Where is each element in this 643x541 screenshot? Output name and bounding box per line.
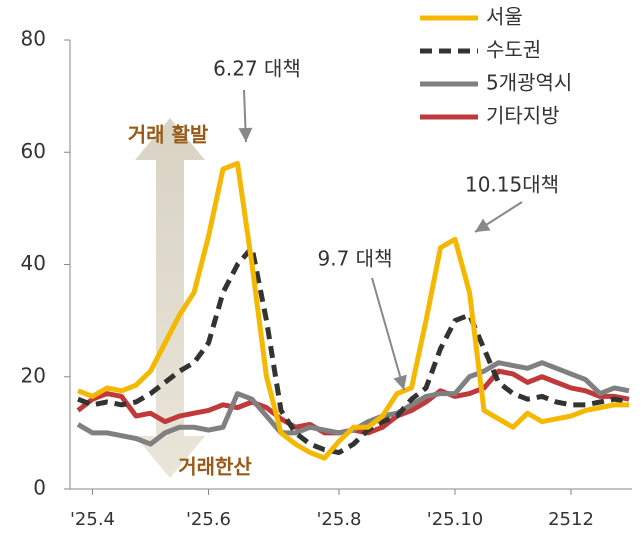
legend-label: 5개광역시: [486, 71, 572, 95]
x-tick-label: '25.8: [316, 509, 361, 530]
legend-label: 수도권: [486, 38, 541, 62]
annotation: 6.27 대책: [213, 57, 301, 81]
y-tick-label: 20: [21, 363, 46, 387]
series-line: [77, 160, 629, 461]
annotation-arrowhead: [475, 218, 491, 232]
x-tick-label: '25.4: [70, 509, 115, 530]
x-tick-label: 2512: [548, 509, 594, 530]
series-line: [77, 245, 630, 456]
y-tick-label: 40: [21, 251, 46, 275]
activity-arrow: [135, 118, 205, 478]
annotation: 거래 활발: [128, 123, 209, 147]
y-tick-label: 0: [33, 476, 46, 500]
x-tick-label: '25.10: [427, 509, 483, 530]
annotation-arrowhead: [393, 374, 407, 390]
x-tick-label: '25.6: [186, 509, 231, 530]
legend-label: 기타지방: [486, 104, 560, 128]
annotation-arrowhead: [238, 127, 253, 142]
annotation: 10.15대책: [465, 173, 559, 197]
legend-label: 서울: [486, 5, 523, 29]
y-tick-label: 60: [21, 139, 46, 163]
annotation: 거래한산: [178, 455, 252, 479]
annotation-arrow: [371, 277, 405, 391]
y-tick-label: 80: [21, 27, 46, 51]
annotation: 9.7 대책: [318, 247, 393, 271]
